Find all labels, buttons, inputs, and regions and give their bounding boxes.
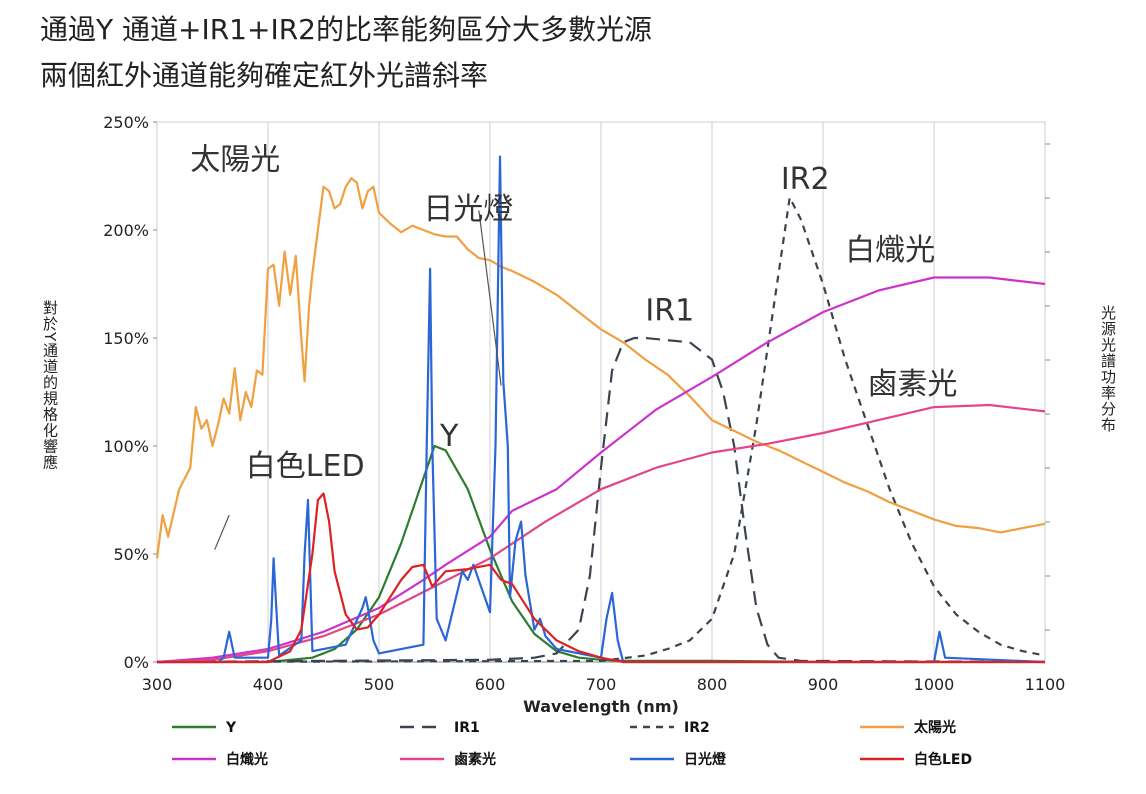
legend-label: 鹵素光 xyxy=(454,751,496,768)
legend-item: IR1 xyxy=(400,720,480,736)
series-line-白熾光 xyxy=(156,276,1046,664)
y-tick-label: 0% xyxy=(124,653,149,672)
x-tick-label: 900 xyxy=(808,675,839,694)
annotation-label: 白色LED xyxy=(246,449,365,484)
annotation-leader-line xyxy=(214,514,230,550)
y-tick-label: 100% xyxy=(103,437,149,456)
x-tick-label: 300 xyxy=(142,675,173,694)
legend-label: IR1 xyxy=(454,720,480,736)
legend-label: 白色LED xyxy=(914,751,972,768)
x-tick-label: 1100 xyxy=(1025,675,1066,694)
x-tick-label: 400 xyxy=(253,675,284,694)
x-tick-label: 800 xyxy=(697,675,728,694)
chart-title-line-1: 通過Y 通道+IR1+IR2的比率能夠區分大多數光源 xyxy=(40,13,652,46)
y-tick-label: 200% xyxy=(103,221,149,240)
series-line-白色LED xyxy=(157,492,1045,664)
annotation-label: IR1 xyxy=(645,294,694,329)
annotation-label: 鹵素光 xyxy=(867,367,957,402)
annotation-label: 白熾光 xyxy=(845,233,935,268)
y-tick-label: 50% xyxy=(113,545,149,564)
annotation-label: 太陽光 xyxy=(190,143,280,178)
x-tick-label: 1000 xyxy=(914,675,955,694)
y-tick-label: 150% xyxy=(103,329,149,348)
x-tick-label: 600 xyxy=(475,675,506,694)
series-line-鹵素光 xyxy=(156,403,1046,664)
series-line-IR2 xyxy=(156,196,1046,664)
series-line-日光燈 xyxy=(157,155,1046,664)
legend-item: 鹵素光 xyxy=(400,751,496,768)
legend-label: 白熾光 xyxy=(226,751,268,768)
legend-item: 日光燈 xyxy=(630,751,727,768)
series-line-太陽光 xyxy=(155,177,1046,559)
legend-label: IR2 xyxy=(684,720,710,736)
y-tick-label: 250% xyxy=(103,113,149,132)
x-tick-label: 500 xyxy=(364,675,395,694)
annotation-label: 日光燈 xyxy=(423,192,513,227)
annotation-label: Y xyxy=(439,419,459,454)
series-line-IR1 xyxy=(156,336,1046,664)
legend-label: 日光燈 xyxy=(684,751,727,768)
legend-item: Y xyxy=(172,720,237,736)
legend-label: 太陽光 xyxy=(914,719,956,736)
y2-axis-label: 光源光譜功率分布 xyxy=(1099,305,1117,433)
legend-item: 太陽光 xyxy=(860,719,956,736)
annotation-label: IR2 xyxy=(781,162,830,197)
legend-item: 白色LED xyxy=(860,751,972,768)
annotation-leader-line xyxy=(478,210,502,386)
x-axis-label: Wavelength (nm) xyxy=(523,697,679,716)
y-axis-label: 對於Y通道的規格化響應 xyxy=(41,300,59,471)
legend-item: 白熾光 xyxy=(172,751,268,768)
x-tick-label: 700 xyxy=(586,675,617,694)
legend-label: Y xyxy=(225,720,237,736)
legend-item: IR2 xyxy=(630,720,710,736)
chart-title-line-2: 兩個紅外通道能夠確定紅外光譜斜率 xyxy=(40,59,489,92)
